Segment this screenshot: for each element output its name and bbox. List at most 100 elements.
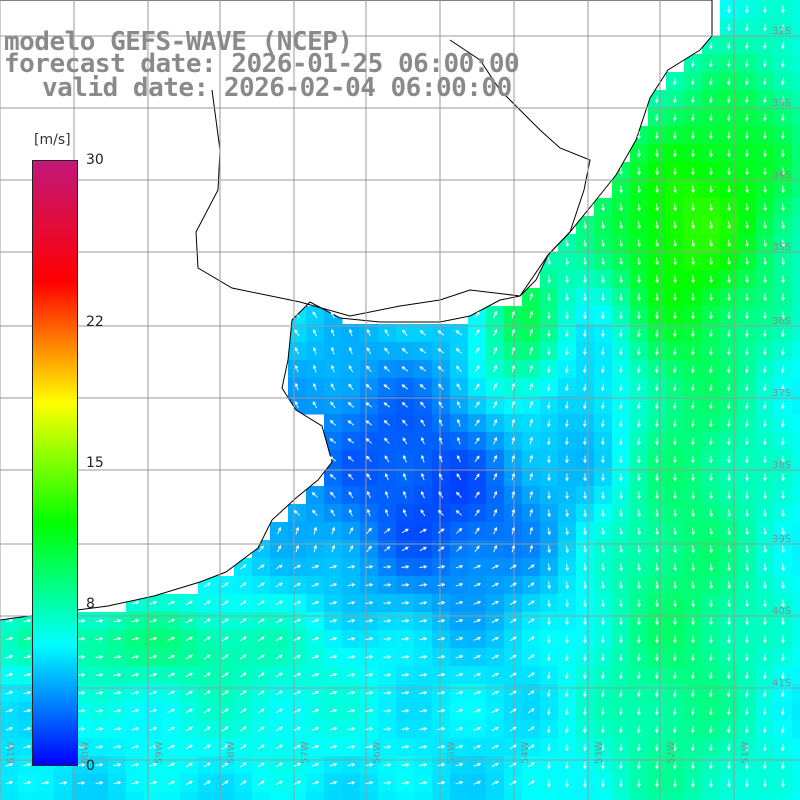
wind-speed-cell [360, 792, 379, 800]
wind-arrow [131, 708, 140, 713]
wind-arrow [547, 473, 551, 482]
wind-arrow [275, 726, 283, 732]
wind-arrow [347, 727, 356, 731]
wind-arrow [491, 654, 499, 659]
wind-arrow [691, 491, 695, 500]
wind-speed-cell [504, 792, 523, 800]
wind-arrow [745, 437, 749, 446]
wind-arrow [727, 59, 731, 68]
wind-arrow [673, 527, 677, 536]
wind-arrow [149, 654, 158, 659]
wind-arrow [655, 347, 659, 356]
longitude-label: 55W [446, 741, 457, 764]
wind-arrow [203, 780, 211, 786]
latitude-label: 32S [772, 26, 791, 37]
wind-arrow [763, 707, 767, 716]
wind-arrow [402, 454, 407, 463]
wind-arrow [727, 401, 731, 410]
wind-arrow [5, 618, 14, 623]
wind-arrow [473, 564, 482, 569]
latitude-label: 40S [772, 606, 791, 617]
wind-arrow [329, 419, 336, 426]
wind-arrow [474, 545, 480, 553]
wind-arrow [673, 563, 677, 572]
wind-arrow [529, 436, 534, 445]
wind-arrow [239, 672, 247, 678]
wind-arrow [709, 635, 713, 644]
wind-arrow [347, 709, 356, 713]
wind-arrow [311, 582, 320, 587]
wind-speed-cell [792, 162, 800, 181]
wind-arrow [601, 617, 605, 626]
wind-speed-cell [36, 792, 55, 800]
wind-arrow [637, 383, 641, 392]
wind-arrow [583, 707, 587, 716]
wind-arrow [113, 655, 122, 659]
wind-arrow [745, 131, 749, 140]
wind-arrow [637, 563, 641, 572]
wind-arrow [745, 401, 749, 410]
wind-arrow [185, 762, 193, 768]
wind-arrow [384, 490, 389, 499]
wind-speed-cell [306, 792, 325, 800]
wind-arrow [347, 438, 355, 444]
wind-arrow [637, 599, 641, 608]
wind-arrow [149, 690, 158, 695]
wind-arrow [365, 420, 373, 426]
wind-arrow [330, 401, 336, 409]
wind-arrow [673, 743, 677, 752]
wind-arrow [455, 582, 464, 587]
wind-arrow [709, 509, 713, 518]
wind-arrow [23, 708, 32, 713]
wind-arrow [673, 185, 677, 194]
wind-arrow [655, 329, 659, 338]
wind-arrow [691, 779, 695, 788]
wind-arrow [547, 761, 551, 770]
wind-arrow [691, 437, 695, 446]
wind-arrow [619, 491, 623, 500]
wind-arrow [347, 420, 355, 426]
wind-arrow [331, 526, 336, 535]
wind-arrow [437, 636, 446, 641]
wind-arrow [637, 419, 641, 428]
wind-arrow [619, 473, 623, 482]
wind-arrow [437, 780, 446, 785]
wind-arrow [565, 581, 569, 590]
wind-arrow [437, 726, 446, 731]
wind-arrow [185, 726, 193, 732]
longitude-label: 54W [520, 741, 531, 764]
wind-arrow [637, 131, 641, 140]
wind-arrow [167, 690, 176, 695]
wind-arrow [727, 347, 731, 356]
wind-arrow [601, 455, 605, 464]
wind-arrow [329, 672, 338, 677]
wind-arrow [547, 437, 551, 446]
wind-arrow [763, 95, 767, 104]
wind-arrow [655, 671, 659, 680]
wind-arrow [511, 310, 516, 319]
wind-arrow [167, 744, 176, 749]
wind-arrow [655, 725, 659, 734]
wind-arrow [601, 293, 605, 302]
wind-arrow [709, 671, 713, 680]
wind-arrow [619, 581, 623, 590]
wind-arrow [167, 600, 176, 605]
wind-arrow [329, 762, 338, 767]
wind-arrow [473, 726, 482, 731]
wind-arrow [637, 401, 641, 410]
wind-speed-cell [792, 324, 800, 343]
wind-arrow [455, 762, 464, 767]
wind-arrow [691, 419, 695, 428]
wind-arrow [257, 690, 265, 696]
wind-arrow [673, 617, 677, 626]
wind-arrow [547, 401, 551, 410]
wind-arrow [401, 528, 409, 534]
wind-arrow [401, 763, 410, 767]
wind-speed-cell [792, 594, 800, 613]
wind-speed-cell [342, 792, 361, 800]
wind-speed-cell [774, 792, 793, 800]
wind-arrow [655, 509, 659, 518]
wind-arrow [745, 581, 749, 590]
wind-arrow [221, 762, 229, 768]
wind-speed-cell [792, 684, 800, 703]
